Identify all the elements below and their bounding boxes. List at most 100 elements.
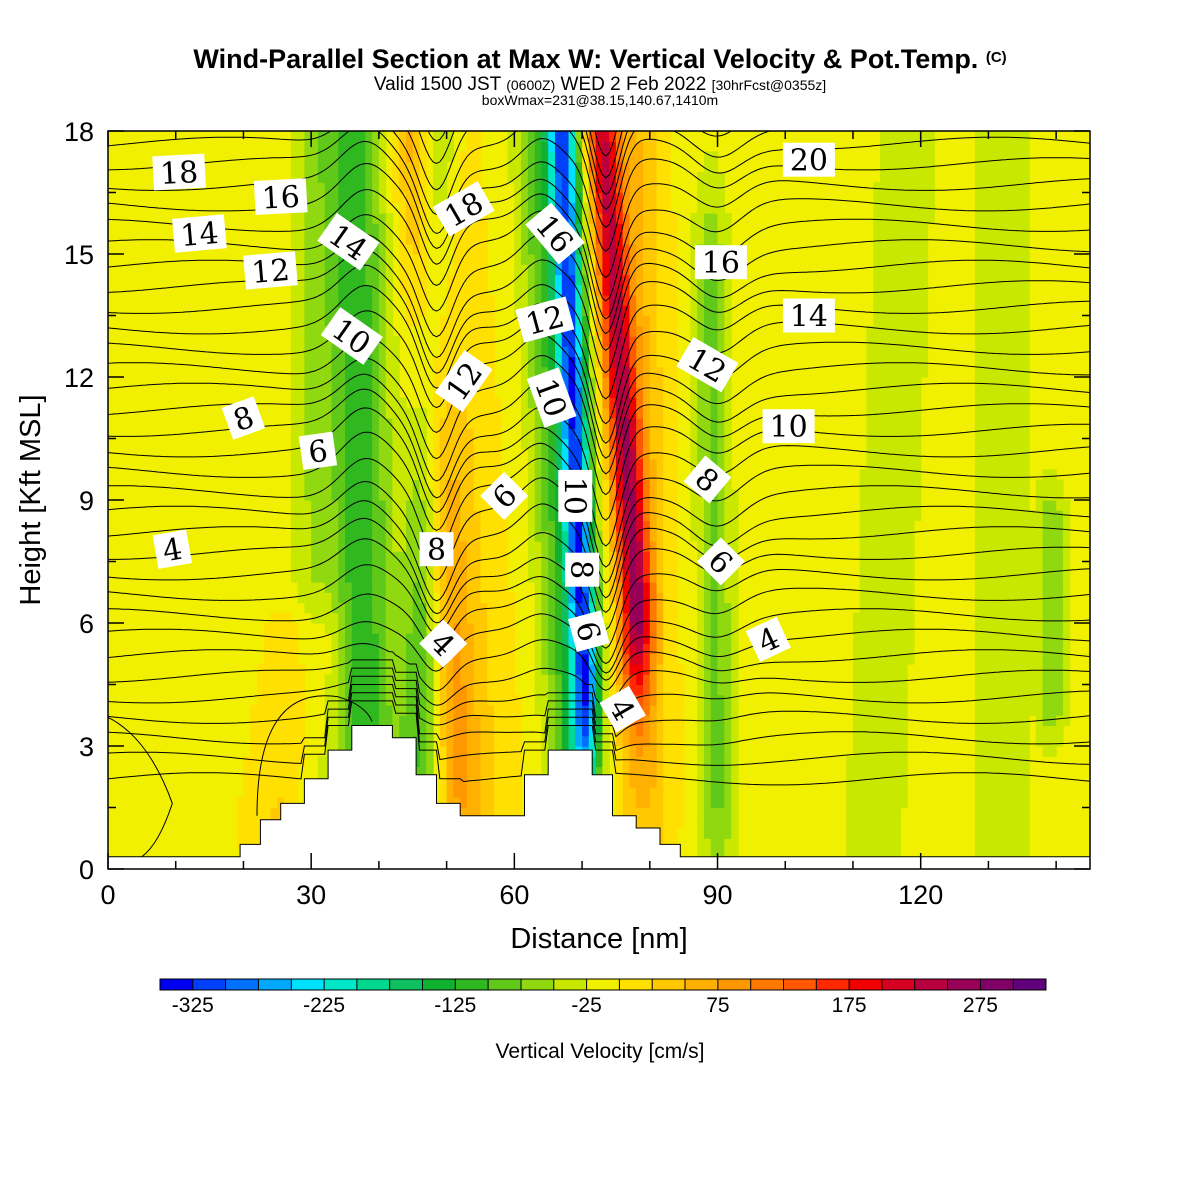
velocity-cell	[534, 356, 543, 368]
velocity-cell	[656, 510, 664, 522]
velocity-cell	[290, 694, 299, 706]
velocity-cell	[866, 377, 874, 388]
velocity-cell	[365, 172, 373, 183]
velocity-cell	[548, 479, 556, 491]
velocity-cell	[534, 428, 543, 440]
velocity-cell	[643, 366, 651, 378]
velocity-cell	[866, 705, 874, 716]
velocity-cell	[304, 264, 312, 276]
velocity-cell	[974, 705, 983, 716]
velocity-cell	[663, 346, 671, 358]
velocity-cell	[480, 510, 488, 522]
velocity-cell	[507, 131, 515, 142]
velocity-cell	[900, 172, 908, 183]
velocity-cell	[365, 469, 373, 481]
velocity-cell	[704, 848, 712, 860]
velocity-cell	[494, 551, 502, 563]
velocity-cell	[297, 325, 305, 337]
velocity-cell	[365, 223, 373, 235]
velocity-cell	[913, 469, 922, 481]
velocity-cell	[663, 407, 671, 419]
velocity-cell	[622, 131, 631, 142]
velocity-cell	[595, 151, 603, 163]
velocity-cell	[643, 541, 651, 552]
velocity-cell	[988, 387, 996, 399]
velocity-cell	[615, 223, 624, 235]
velocity-cell	[426, 653, 434, 665]
velocity-cell	[378, 192, 387, 204]
velocity-cell	[913, 479, 922, 491]
velocity-cell	[480, 254, 488, 265]
velocity-cell	[676, 715, 685, 727]
velocity-cell	[487, 325, 495, 337]
velocity-cell	[859, 479, 868, 491]
velocity-cell	[297, 161, 305, 173]
velocity-cell	[927, 141, 935, 153]
velocity-cell	[358, 592, 366, 604]
velocity-cell	[656, 161, 664, 173]
velocity-cell	[893, 346, 901, 358]
velocity-cell	[913, 284, 922, 296]
velocity-cell	[697, 182, 705, 194]
velocity-cell	[412, 582, 421, 593]
velocity-cell	[555, 459, 563, 470]
velocity-cell	[974, 387, 983, 399]
velocity-cell	[324, 489, 333, 501]
velocity-cell	[920, 366, 929, 378]
velocity-cell	[622, 243, 631, 255]
velocity-cell	[561, 530, 570, 542]
velocity-cell	[534, 530, 543, 542]
velocity-cell	[480, 223, 488, 235]
velocity-cell	[859, 828, 868, 839]
velocity-cell	[622, 172, 631, 183]
velocity-cell	[331, 479, 339, 491]
velocity-cell	[649, 684, 658, 696]
velocity-cell	[284, 776, 292, 788]
velocity-cell	[480, 325, 488, 337]
velocity-cell	[710, 448, 719, 460]
velocity-cell	[385, 500, 394, 511]
velocity-cell	[731, 592, 739, 604]
velocity-cell	[880, 479, 888, 491]
velocity-cell	[880, 510, 888, 522]
velocity-cell	[615, 735, 624, 747]
velocity-cell	[717, 633, 725, 645]
velocity-cell	[615, 243, 624, 255]
velocity-cell	[907, 510, 915, 522]
velocity-cell	[304, 202, 312, 214]
velocity-cell	[338, 612, 346, 624]
velocity-cell	[521, 356, 529, 368]
velocity-cell	[724, 479, 732, 491]
velocity-cell	[643, 787, 651, 798]
velocity-cell	[724, 284, 732, 296]
velocity-cell	[372, 489, 380, 501]
velocity-cell	[731, 776, 739, 788]
velocity-cell	[439, 141, 448, 153]
velocity-cell	[636, 428, 644, 440]
velocity-cell	[974, 346, 983, 358]
velocity-cell	[270, 725, 278, 737]
velocity-cell	[704, 684, 712, 696]
velocity-cell	[710, 807, 719, 819]
velocity-cell	[460, 172, 468, 183]
velocity-cell	[548, 489, 556, 501]
velocity-cell	[324, 243, 333, 255]
velocity-cell	[900, 151, 908, 163]
velocity-cell	[907, 356, 915, 368]
velocity-cell	[724, 377, 732, 388]
velocity-cell	[697, 653, 705, 665]
velocity-cell	[859, 807, 868, 819]
velocity-cell	[555, 643, 563, 655]
velocity-cell	[974, 725, 983, 737]
velocity-cell	[643, 336, 651, 347]
velocity-cell	[609, 264, 617, 276]
velocity-cell	[907, 561, 915, 573]
velocity-cell	[270, 776, 278, 788]
velocity-cell	[521, 243, 529, 255]
velocity-cell	[710, 510, 719, 522]
velocity-cell	[514, 807, 522, 819]
velocity-cell	[487, 756, 495, 768]
velocity-cell	[439, 161, 448, 173]
velocity-cell	[697, 387, 705, 399]
velocity-cell	[859, 694, 868, 706]
